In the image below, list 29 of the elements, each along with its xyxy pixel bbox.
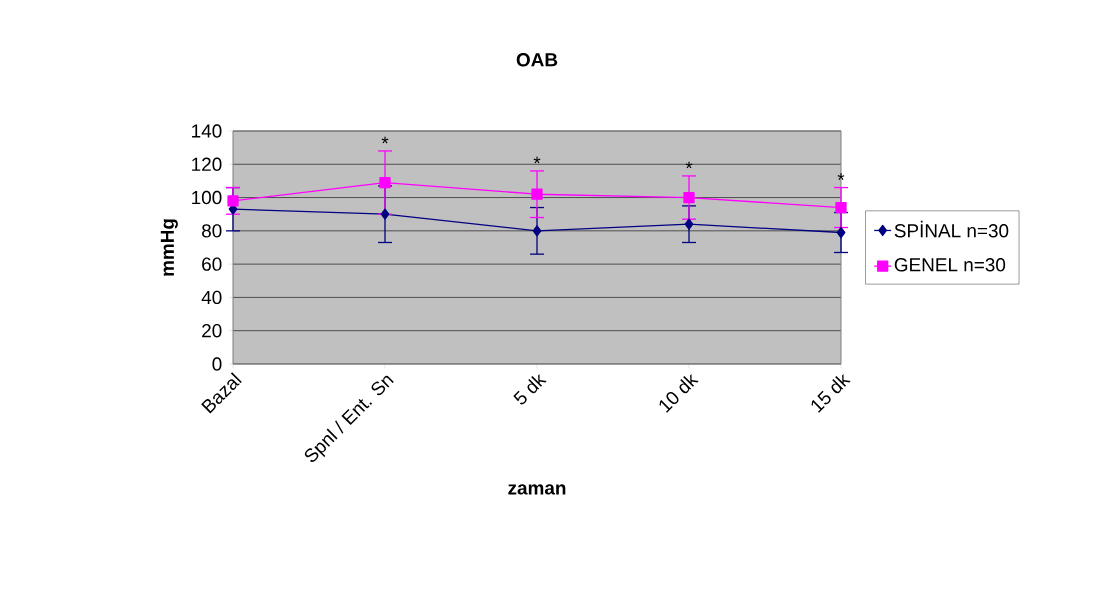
y-tick-label: 20 (202, 324, 222, 338)
point (683, 191, 695, 204)
x-tick-label: 10 dk (659, 374, 699, 413)
annotation: * (837, 173, 845, 180)
point (532, 225, 542, 237)
x-axis-title: zaman (508, 484, 566, 495)
point (379, 176, 391, 189)
y-tick-label: 0 (212, 357, 222, 371)
y-tick-label: 40 (201, 290, 222, 305)
point (380, 208, 390, 220)
y-axis-title: mmHg (160, 219, 178, 276)
y-tick-label: 100 (192, 190, 222, 205)
y-tick-label: 120 (192, 157, 222, 171)
y-tick-label: 140 (192, 124, 222, 138)
annotation: * (533, 156, 541, 164)
annotation: * (381, 136, 389, 144)
legend-label: SPİNAL n=30 (894, 220, 1009, 238)
point (531, 188, 543, 200)
x-tick-label: 5 dk (513, 374, 547, 405)
y-tick-label: 80 (202, 224, 222, 238)
annotation: * (685, 161, 693, 169)
point (227, 195, 239, 207)
chart-title: OAB (516, 53, 558, 67)
y-tick-label: 60 (202, 257, 222, 271)
x-tick-label: 15 dk (811, 374, 851, 413)
point (836, 226, 846, 239)
point (684, 218, 694, 230)
point (835, 201, 847, 214)
legend-label: GENEL n=30 (894, 258, 1006, 272)
